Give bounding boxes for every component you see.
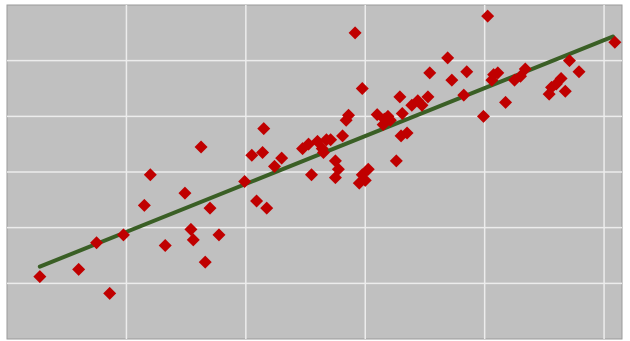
data-point-marker bbox=[328, 171, 342, 185]
data-point-marker bbox=[383, 113, 397, 127]
data-point-marker bbox=[203, 201, 217, 215]
data-point-marker bbox=[499, 95, 513, 109]
data-point-marker bbox=[324, 133, 338, 147]
data-point-marker bbox=[476, 109, 490, 123]
data-point-marker bbox=[460, 65, 474, 79]
data-point-marker bbox=[72, 262, 86, 276]
data-point-marker bbox=[358, 173, 372, 187]
data-point-marker bbox=[481, 9, 495, 23]
data-point-marker bbox=[441, 51, 455, 65]
data-point-marker bbox=[103, 286, 117, 300]
data-point-marker bbox=[421, 90, 435, 104]
data-point-marker bbox=[198, 255, 212, 269]
data-point-marker bbox=[186, 233, 200, 247]
data-point-marker bbox=[250, 194, 264, 208]
data-point-marker bbox=[393, 90, 407, 104]
data-point-marker bbox=[400, 126, 414, 140]
data-point-marker bbox=[267, 159, 281, 173]
data-point-marker bbox=[245, 148, 259, 162]
data-point-marker bbox=[554, 71, 568, 85]
data-point-marker bbox=[491, 66, 505, 80]
data-point-marker bbox=[212, 228, 226, 242]
data-point-marker bbox=[316, 146, 330, 160]
data-point-marker bbox=[238, 174, 252, 188]
data-point-marker bbox=[184, 222, 198, 236]
data-point-marker bbox=[572, 65, 586, 79]
data-point-marker bbox=[256, 146, 270, 160]
data-point-marker bbox=[137, 198, 151, 212]
data-point-marker bbox=[178, 186, 192, 200]
data-point-marker bbox=[361, 162, 375, 176]
data-point-marker bbox=[257, 122, 271, 136]
data-point-marker bbox=[562, 54, 576, 68]
data-point-marker bbox=[143, 168, 157, 182]
data-point-marker bbox=[518, 62, 532, 76]
data-point-marker bbox=[275, 151, 289, 165]
data-point-marker bbox=[415, 98, 429, 112]
gridlines bbox=[7, 5, 622, 339]
data-point-marker bbox=[90, 236, 104, 250]
data-point-marker bbox=[608, 35, 622, 49]
data-point-marker bbox=[336, 129, 350, 143]
data-point-marker bbox=[457, 88, 471, 102]
data-point-marker bbox=[305, 168, 319, 182]
data-point-marker bbox=[342, 108, 356, 122]
data-point-marker bbox=[194, 140, 208, 154]
data-points bbox=[33, 9, 622, 300]
data-point-marker bbox=[389, 154, 403, 168]
data-point-marker bbox=[395, 107, 409, 121]
data-point-marker bbox=[558, 84, 572, 98]
data-point-marker bbox=[445, 73, 459, 87]
data-point-marker bbox=[260, 201, 274, 215]
data-point-marker bbox=[423, 66, 437, 80]
data-point-marker bbox=[158, 238, 172, 252]
data-point-marker bbox=[355, 82, 369, 95]
data-point-marker bbox=[33, 270, 47, 284]
data-point-marker bbox=[116, 228, 130, 242]
data-point-marker bbox=[348, 26, 362, 40]
